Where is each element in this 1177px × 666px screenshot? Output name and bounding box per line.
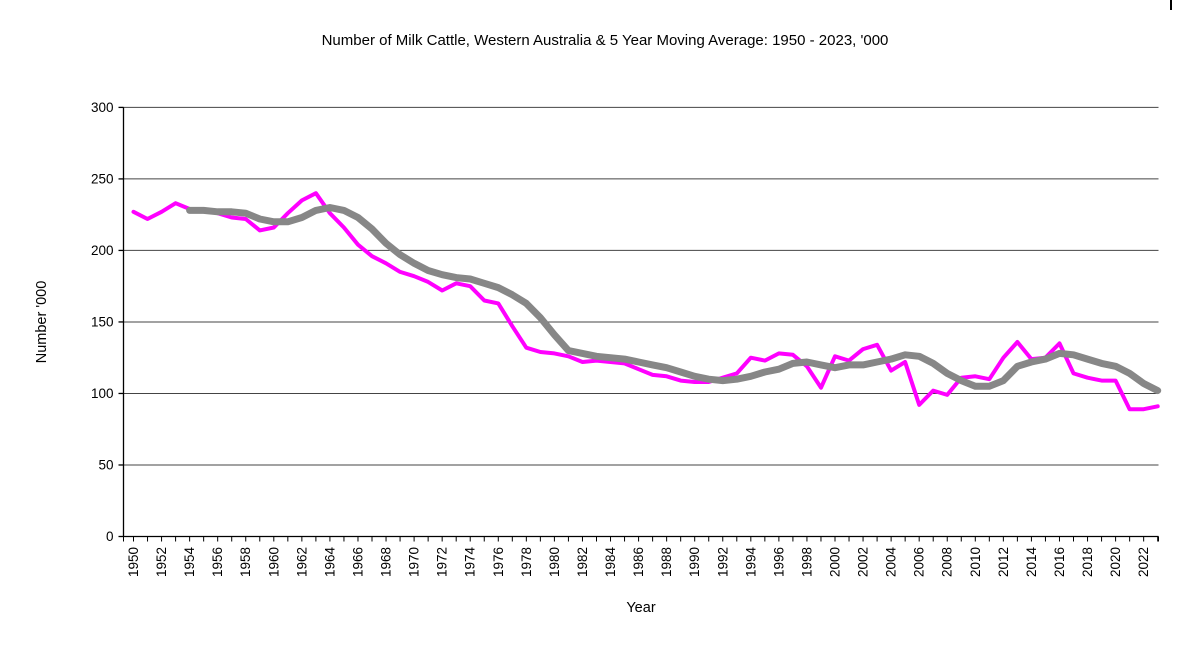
x-tick-label: 2002 [856, 547, 871, 577]
x-tick-label: 2004 [884, 547, 899, 578]
series-milk-cattle-line [131, 191, 1160, 412]
x-tick-label: 1956 [210, 547, 225, 577]
x-tick-label: 1960 [266, 547, 281, 577]
x-tick-label: 1992 [715, 547, 730, 577]
x-tick-label: 1952 [154, 547, 169, 577]
x-tick-label: 1964 [322, 547, 337, 578]
x-tick-label: 1996 [771, 547, 786, 577]
x-tick-label: 1974 [463, 547, 478, 578]
corner-artifact-mark [1170, 0, 1172, 10]
x-tick-label: 1970 [407, 547, 422, 577]
y-tick-label: 100 [91, 386, 114, 401]
x-tick-label: 1976 [491, 547, 506, 577]
x-tick-label: 1972 [435, 547, 450, 577]
x-tick-label: 1962 [294, 547, 309, 577]
x-tick-label: 1966 [350, 547, 365, 577]
x-tick-label: 1982 [575, 547, 590, 577]
y-axis-title: Number '000 [34, 281, 50, 364]
y-tick-label: 250 [91, 171, 114, 186]
x-tick-label: 1978 [519, 547, 534, 577]
x-tick-label: 1950 [126, 547, 141, 577]
x-tick-label: 1994 [743, 547, 758, 578]
x-tick-label: 2018 [1080, 547, 1095, 577]
x-tick-label: 2006 [912, 547, 927, 577]
x-tick-label: 2000 [828, 547, 843, 577]
x-tick-label: 2008 [940, 547, 955, 577]
x-tick-label: 1988 [659, 547, 674, 577]
x-tick-label: 2014 [1024, 547, 1039, 578]
x-tick-label: 1968 [379, 547, 394, 577]
x-tick-label: 1984 [603, 547, 618, 578]
x-tick-label: 1954 [182, 547, 197, 578]
x-axis-title: Year [626, 600, 655, 616]
x-tick-label: 1958 [238, 547, 253, 577]
x-tick-label: 1990 [687, 547, 702, 577]
y-tick-label: 150 [91, 314, 114, 329]
x-tick-label: 2016 [1052, 547, 1067, 577]
x-tick-label: 2020 [1108, 547, 1123, 577]
y-tick-label: 200 [91, 243, 114, 258]
x-tick-label: 2010 [968, 547, 983, 577]
x-tick-label: 2022 [1136, 547, 1151, 577]
x-tick-label: 2012 [996, 547, 1011, 577]
series-moving-average-line [186, 204, 1162, 395]
x-tick-label: 1986 [631, 547, 646, 577]
x-tick-label: 1980 [547, 547, 562, 577]
y-tick-label: 300 [91, 100, 114, 115]
y-tick-label: 50 [98, 457, 113, 472]
chart-title: Number of Milk Cattle, Western Australia… [322, 32, 889, 49]
y-tick-label: 0 [106, 529, 114, 544]
x-tick-label: 1998 [799, 547, 814, 577]
